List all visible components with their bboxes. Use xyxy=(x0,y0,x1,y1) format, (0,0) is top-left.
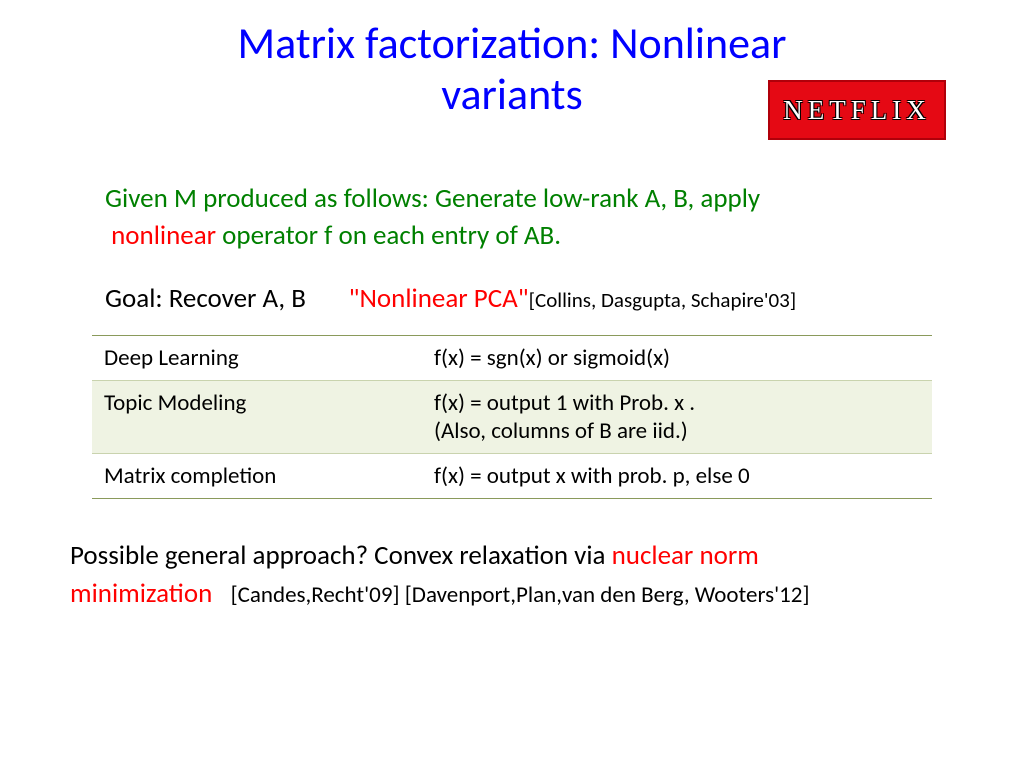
table-row: Deep Learning f(x) = sgn(x) or sigmoid(x… xyxy=(92,336,932,380)
goal-pca: "Nonlinear PCA" xyxy=(349,282,529,315)
closing-citation: [Candes,Recht'09] [Davenport,Plan,van de… xyxy=(231,581,810,609)
goal-label: Goal: Recover A, B xyxy=(105,282,306,315)
table-cell-left: Matrix completion xyxy=(92,454,422,498)
intro-nonlinear-word: nonlinear xyxy=(111,219,216,252)
table-row: Topic Modeling f(x) = output 1 with Prob… xyxy=(92,380,932,454)
table-cell-left: Deep Learning xyxy=(92,336,422,380)
table-row: Matrix completion f(x) = output x with p… xyxy=(92,454,932,498)
goal-line: Goal: Recover A, B "Nonlinear PCA"[Colli… xyxy=(105,282,936,315)
table-cell-left: Topic Modeling xyxy=(92,381,422,453)
title-line-1: Matrix factorization: Nonlinear xyxy=(238,16,787,70)
table-cell-right: f(x) = output x with prob. p, else 0 xyxy=(422,454,932,498)
table-cell-right: f(x) = output 1 with Prob. x . (Also, co… xyxy=(422,381,932,453)
goal-citation: [Collins, Dasgupta, Schapire'03] xyxy=(529,287,797,313)
closing-text: Possible general approach? Convex relaxa… xyxy=(70,537,954,613)
variants-table: Deep Learning f(x) = sgn(x) or sigmoid(x… xyxy=(92,335,932,499)
table-cell-right: f(x) = sgn(x) or sigmoid(x) xyxy=(422,336,932,380)
intro-text: Given M produced as follows: Generate lo… xyxy=(105,181,936,254)
title-line-2: variants xyxy=(441,67,582,121)
netflix-logo: NETFLIX xyxy=(768,80,946,140)
intro-part-2: operator f on each entry of AB. xyxy=(216,219,561,252)
intro-part-1: Given M produced as follows: Generate lo… xyxy=(105,182,760,215)
netflix-logo-text: NETFLIX xyxy=(783,95,930,126)
closing-part-1: Possible general approach? Convex relaxa… xyxy=(70,539,612,572)
